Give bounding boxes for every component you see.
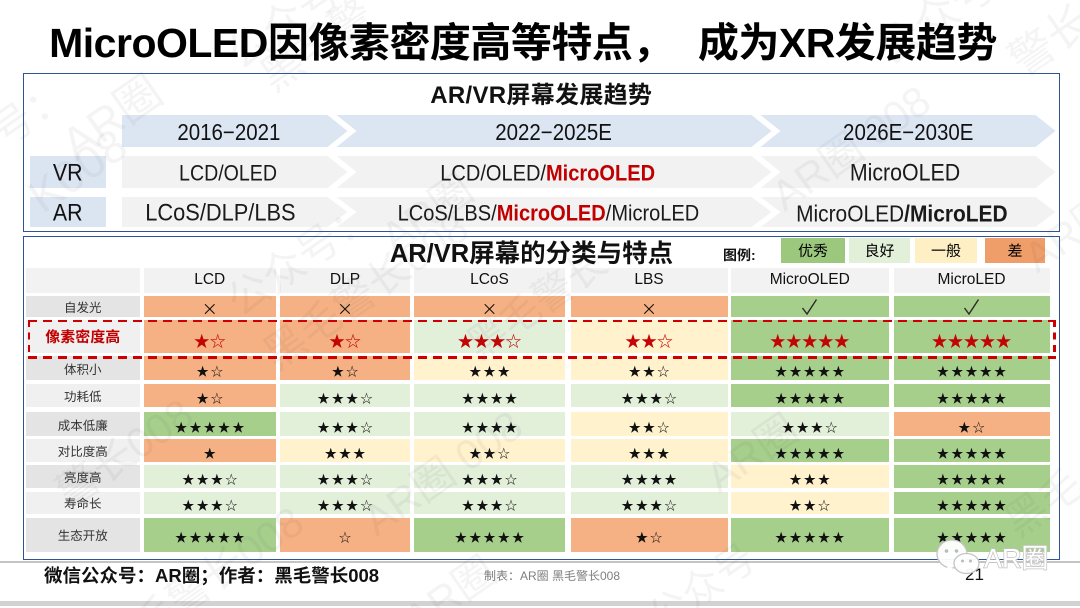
svg-text:AR圈: AR圈: [984, 544, 1049, 574]
